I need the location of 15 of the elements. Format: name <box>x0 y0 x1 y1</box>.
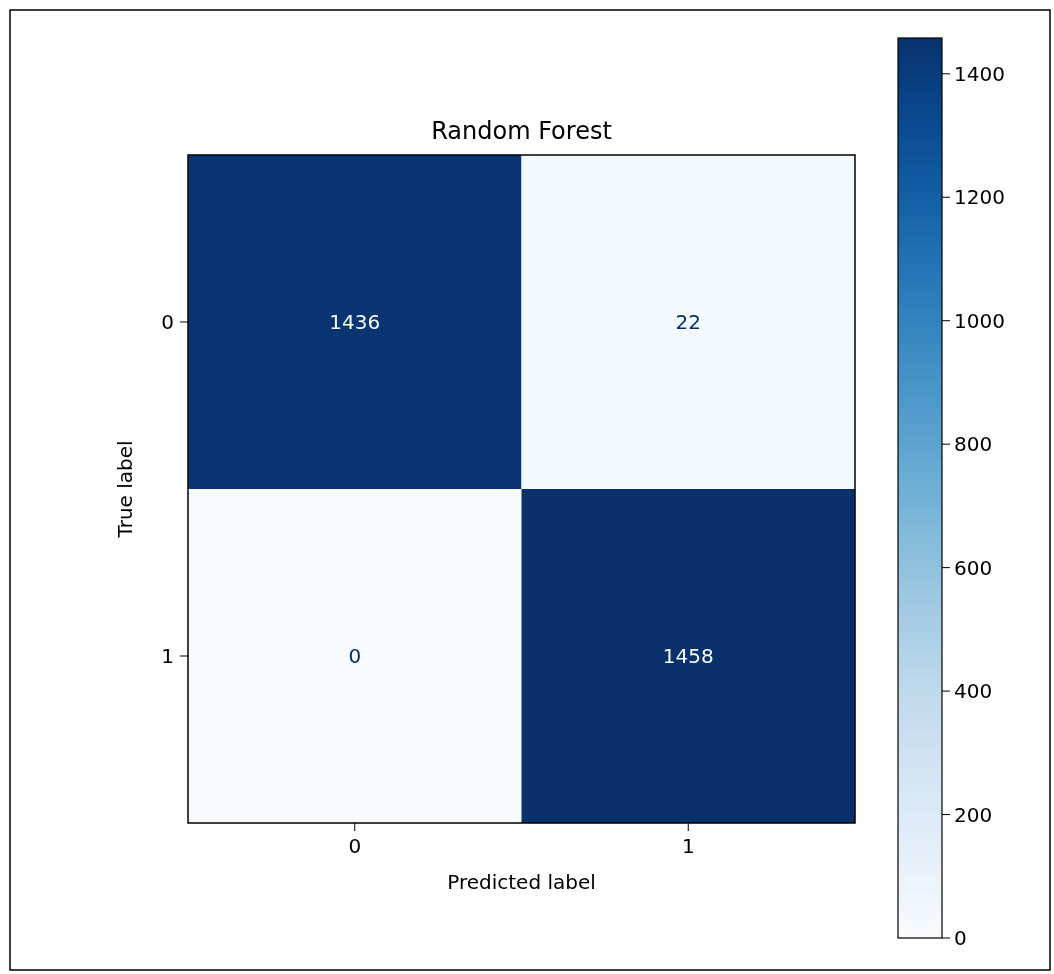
color-bar-label: 800 <box>954 432 993 457</box>
color-bar-label: 200 <box>954 802 993 827</box>
color-bar-label: 1400 <box>954 61 1005 86</box>
color-bar-label: 0 <box>954 926 967 950</box>
data-label: 0 <box>348 644 362 668</box>
chart-title: Random Forest <box>431 117 612 145</box>
y-axis-title: True label <box>113 440 137 539</box>
x-axis-title: Predicted label <box>447 870 596 894</box>
color-bar-label: 400 <box>954 679 993 704</box>
data-label: 22 <box>675 310 701 334</box>
data-label: 1436 <box>329 310 381 334</box>
color-bar-label: 600 <box>954 555 993 580</box>
color-bar-label: 1200 <box>954 185 1005 210</box>
data-label: 1458 <box>662 644 714 668</box>
color-bar-label: 1000 <box>954 308 1005 333</box>
